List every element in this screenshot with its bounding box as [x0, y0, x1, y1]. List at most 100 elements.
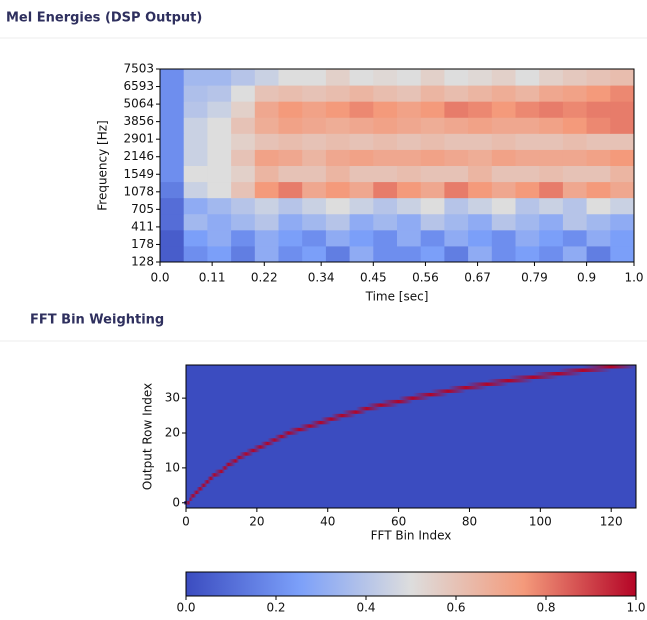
- heat-cell: [279, 198, 303, 215]
- heat-cell: [563, 117, 587, 134]
- heat-cell: [563, 214, 587, 231]
- heat-cell: [279, 149, 303, 166]
- heat-cell: [444, 133, 468, 150]
- heat-cell: [468, 69, 492, 86]
- heat-cell: [610, 230, 634, 247]
- heat-cell: [610, 133, 634, 150]
- heat-cell: [468, 101, 492, 118]
- heat-cell: [539, 149, 563, 166]
- heat-cell: [350, 133, 374, 150]
- heat-cell: [302, 85, 326, 102]
- heat-cell: [444, 214, 468, 231]
- y-tick-label: 128: [131, 255, 154, 269]
- heat-cell: [563, 182, 587, 199]
- heat-cell: [231, 117, 255, 134]
- heat-cell: [373, 133, 397, 150]
- heat-cell: [255, 230, 279, 247]
- heat-cell: [302, 166, 326, 183]
- heat-cell: [516, 230, 540, 247]
- heat-cell: [255, 133, 279, 150]
- heat-cell: [516, 182, 540, 199]
- heat-cell: [610, 246, 634, 263]
- heat-cell: [610, 166, 634, 183]
- y-tick-label: 1549: [123, 167, 154, 181]
- x-tick-label: 100: [529, 515, 552, 529]
- heat-cell: [279, 69, 303, 86]
- heat-cell: [397, 214, 421, 231]
- heat-cell: [492, 214, 516, 231]
- heat-cell: [326, 101, 350, 118]
- heat-cell: [184, 214, 208, 231]
- y-tick-label: 10: [165, 460, 180, 474]
- heat-cell: [539, 182, 563, 199]
- filter-row: [342, 410, 367, 413]
- heat-cell: [397, 85, 421, 102]
- heat-cell: [468, 85, 492, 102]
- x-tick-label: 0: [182, 515, 190, 529]
- heat-cell: [587, 230, 611, 247]
- heat-cell: [255, 182, 279, 199]
- heat-cell: [207, 198, 231, 215]
- heat-cell: [160, 69, 184, 86]
- heat-cell: [302, 198, 326, 215]
- heat-cell: [397, 166, 421, 183]
- heat-cell: [587, 246, 611, 263]
- x-tick-label: 0.11: [199, 271, 226, 285]
- heat-cell: [184, 133, 208, 150]
- filter-row: [310, 421, 331, 424]
- heat-cell: [468, 149, 492, 166]
- heat-cell: [539, 117, 563, 134]
- heat-cell: [468, 117, 492, 134]
- heat-cell: [207, 230, 231, 247]
- heat-cell: [468, 230, 492, 247]
- heat-cell: [444, 182, 468, 199]
- heat-cell: [350, 166, 374, 183]
- heat-cell: [492, 117, 516, 134]
- heat-cell: [302, 69, 326, 86]
- heat-cell: [444, 85, 468, 102]
- heat-cell: [468, 214, 492, 231]
- colorbar-tick-label: 0.2: [266, 601, 285, 615]
- x-tick-label: 20: [249, 515, 264, 529]
- heat-cell: [373, 117, 397, 134]
- heat-cell: [397, 69, 421, 86]
- heat-cell: [492, 133, 516, 150]
- x-tick-label: 60: [391, 515, 406, 529]
- heat-cell: [279, 230, 303, 247]
- filter-row: [558, 368, 611, 371]
- heat-cell: [492, 69, 516, 86]
- filter-row: [197, 487, 204, 490]
- y-tick-label: 2146: [123, 149, 154, 163]
- heat-cell: [563, 85, 587, 102]
- heat-cell: [350, 214, 374, 231]
- heat-cell: [610, 214, 634, 231]
- heat-cell: [539, 166, 563, 183]
- heat-cell: [468, 182, 492, 199]
- heat-cell: [421, 230, 445, 247]
- heat-cell: [231, 214, 255, 231]
- heat-cell: [587, 117, 611, 134]
- heat-cell: [563, 246, 587, 263]
- heat-cell: [610, 85, 634, 102]
- filter-row: [275, 435, 289, 438]
- heat-cell: [444, 69, 468, 86]
- filter-row: [236, 456, 247, 459]
- heat-cell: [539, 85, 563, 102]
- heat-cell: [255, 69, 279, 86]
- heat-cell: [279, 182, 303, 199]
- heat-cell: [326, 133, 350, 150]
- heat-cell: [160, 182, 184, 199]
- y-tick-label: 7503: [123, 62, 154, 76]
- heat-cell: [373, 85, 397, 102]
- filter-row: [225, 463, 236, 466]
- heat-cell: [587, 69, 611, 86]
- heat-cell: [563, 149, 587, 166]
- x-tick-label: 0.22: [251, 271, 278, 285]
- heat-cell: [279, 246, 303, 263]
- heat-cell: [279, 101, 303, 118]
- filter-row: [356, 407, 381, 410]
- heat-cell: [397, 182, 421, 199]
- heat-cell: [160, 230, 184, 247]
- heat-cell: [516, 246, 540, 263]
- heat-cell: [184, 166, 208, 183]
